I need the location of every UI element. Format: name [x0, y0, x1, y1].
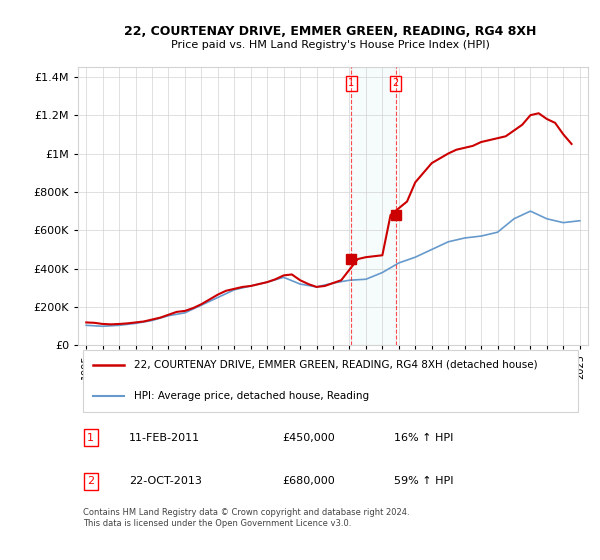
Text: 1: 1	[348, 78, 354, 88]
Text: 1: 1	[87, 433, 94, 443]
Text: 2: 2	[87, 477, 94, 487]
Bar	[351, 67, 395, 346]
Text: 2: 2	[392, 78, 398, 88]
FancyBboxPatch shape	[83, 351, 578, 412]
Text: 22-OCT-2013: 22-OCT-2013	[129, 477, 202, 487]
Text: 22, COURTENAY DRIVE, EMMER GREEN, READING, RG4 8XH (detached house): 22, COURTENAY DRIVE, EMMER GREEN, READIN…	[134, 360, 538, 370]
Text: 11-FEB-2011: 11-FEB-2011	[129, 433, 200, 443]
Text: Contains HM Land Registry data © Crown copyright and database right 2024.
This d: Contains HM Land Registry data © Crown c…	[83, 508, 410, 528]
Text: 16% ↑ HPI: 16% ↑ HPI	[394, 433, 454, 443]
Text: HPI: Average price, detached house, Reading: HPI: Average price, detached house, Read…	[134, 390, 369, 400]
Text: £680,000: £680,000	[282, 477, 335, 487]
Text: 22, COURTENAY DRIVE, EMMER GREEN, READING, RG4 8XH: 22, COURTENAY DRIVE, EMMER GREEN, READIN…	[124, 25, 536, 38]
Text: Price paid vs. HM Land Registry's House Price Index (HPI): Price paid vs. HM Land Registry's House …	[170, 40, 490, 50]
Text: £450,000: £450,000	[282, 433, 335, 443]
Text: 59% ↑ HPI: 59% ↑ HPI	[394, 477, 454, 487]
